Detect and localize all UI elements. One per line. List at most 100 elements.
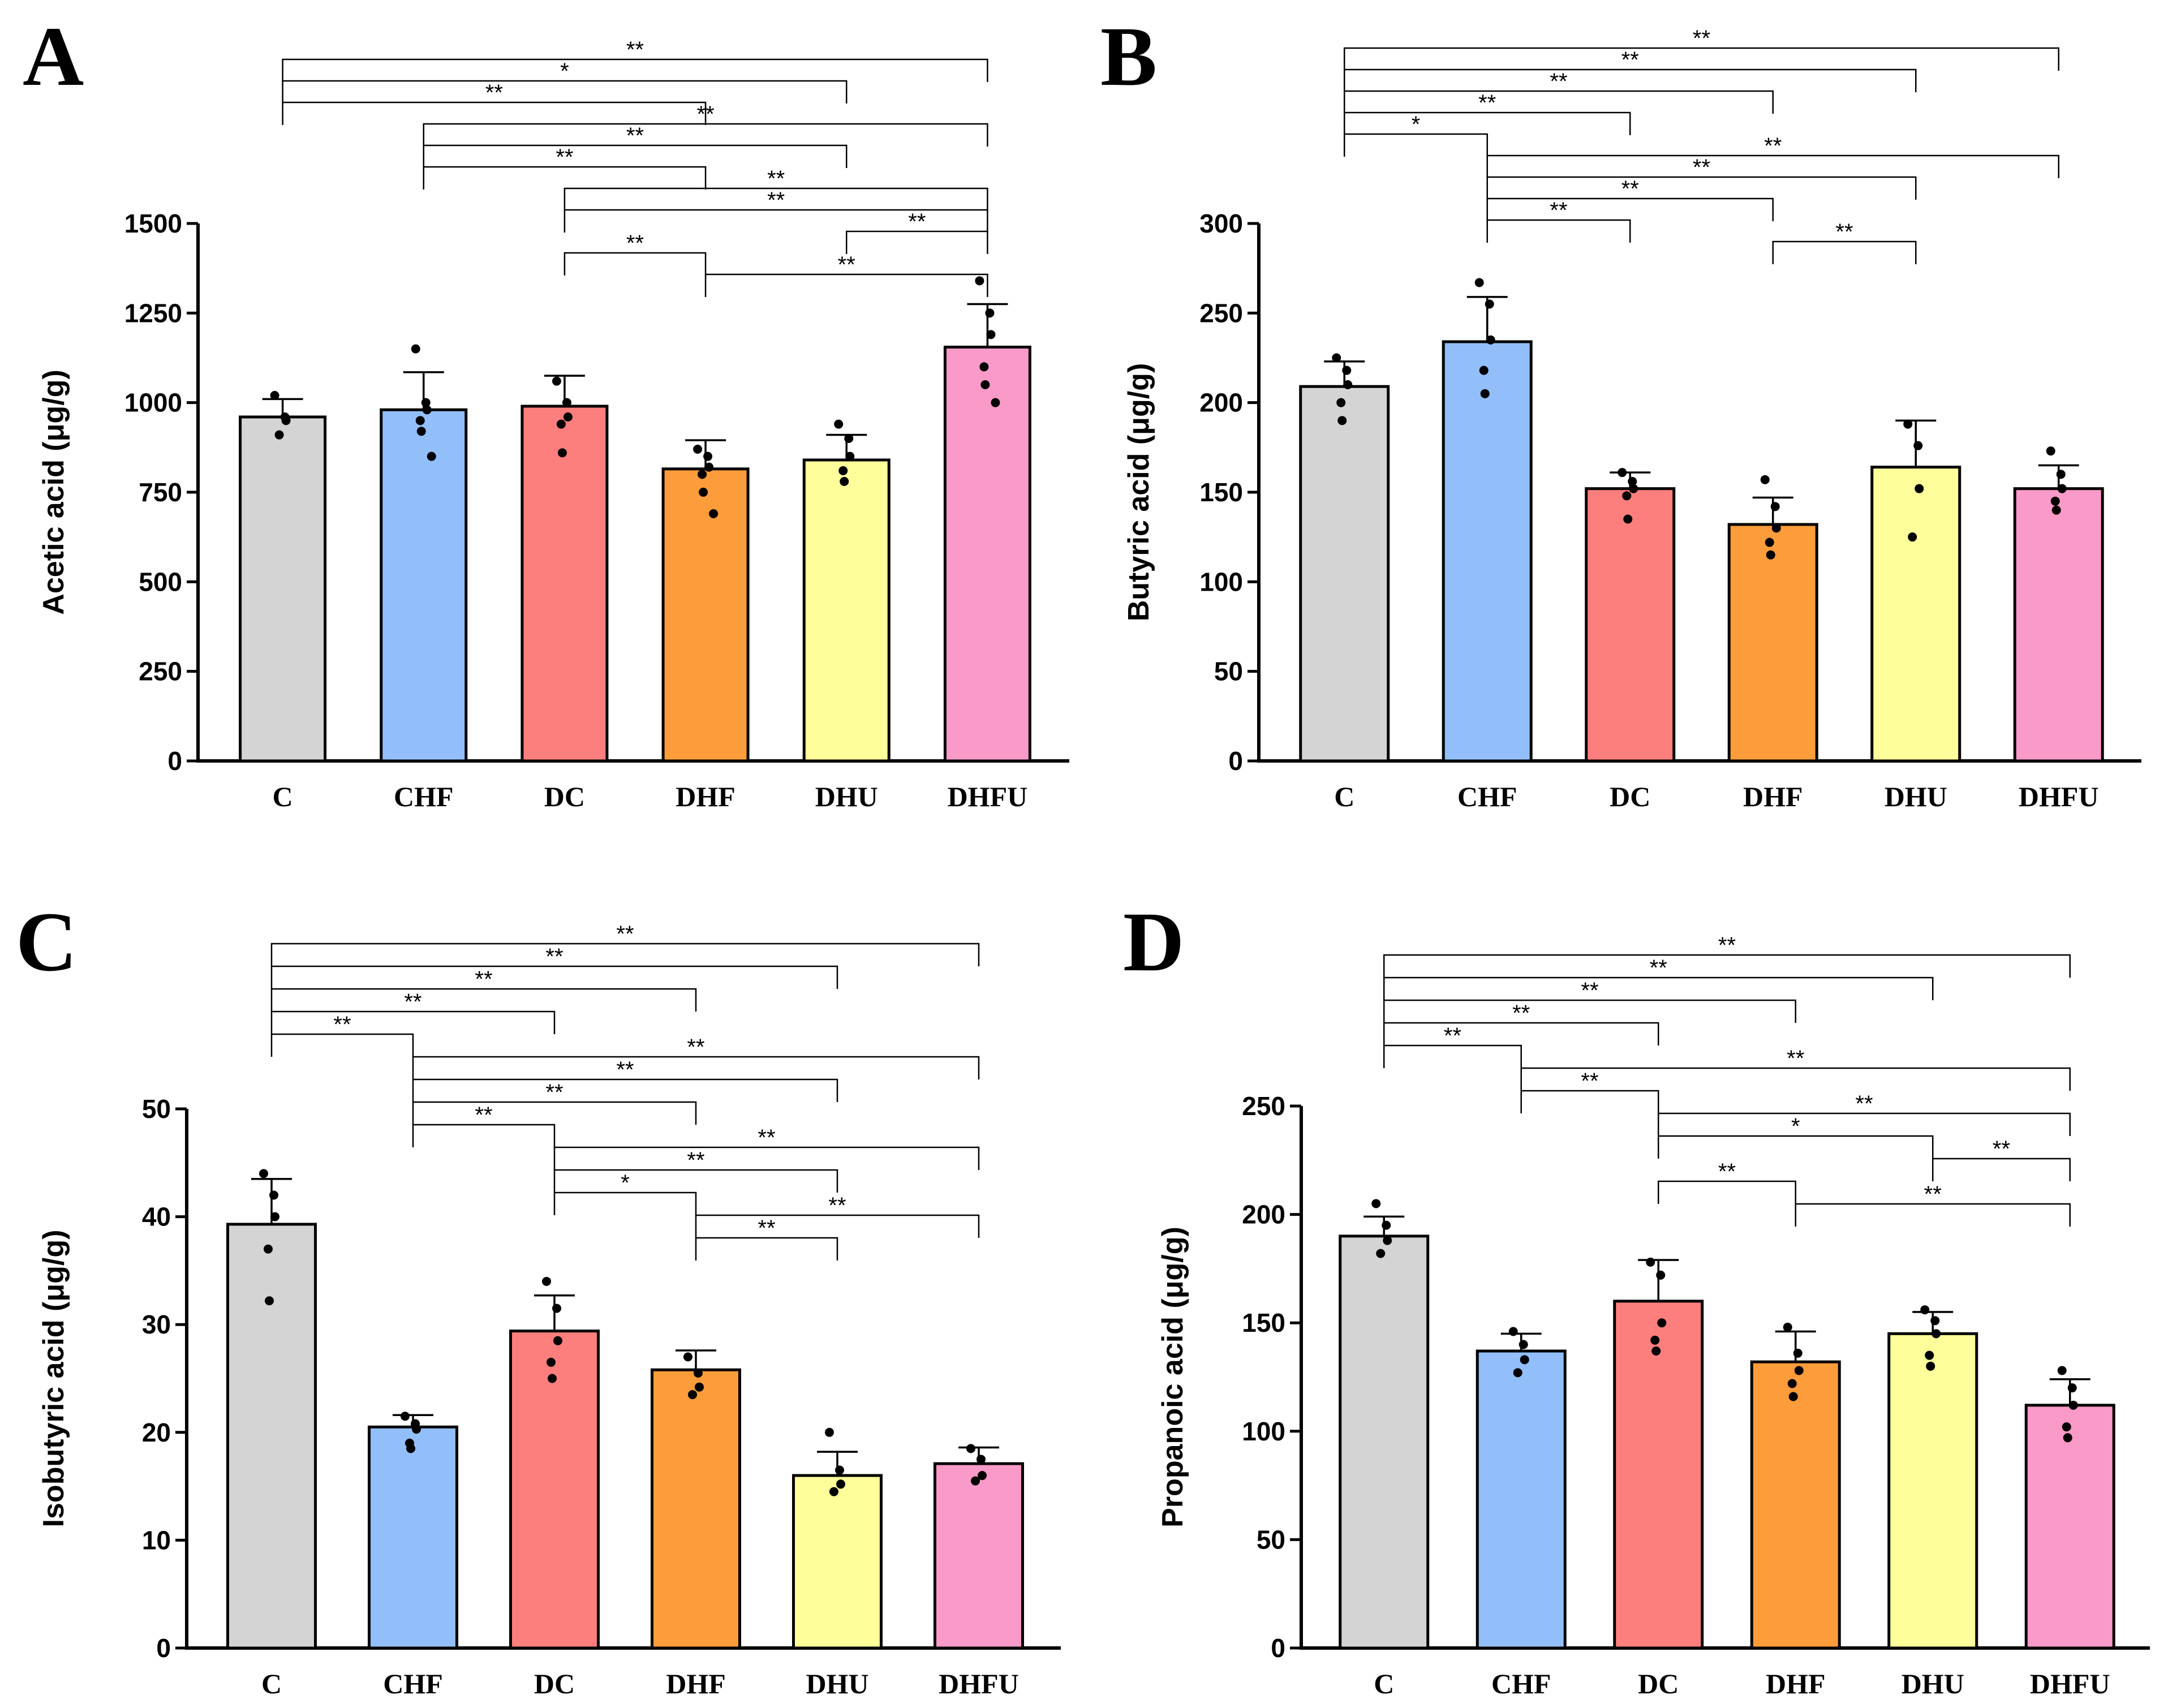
significance-label: ** [545,1080,563,1105]
bar-c [239,415,327,763]
significance-label: * [1791,1114,1800,1139]
significance-label: ** [908,209,926,234]
data-point [1513,1368,1522,1378]
data-point [259,1169,268,1178]
data-point [1486,335,1495,345]
y-tick-label: 30 [142,1310,171,1339]
significance-bracket [695,1214,980,1238]
significance-bracket [553,1191,697,1215]
data-point [422,405,432,415]
data-point [265,1296,274,1306]
y-axis-title: Isobutyric acid (μg/g) [37,1230,70,1528]
data-point [699,488,708,497]
significance-bracket [270,943,980,966]
data-point [406,1444,415,1453]
significance-bracket [282,101,707,125]
significance-bracket [1486,154,2059,178]
data-point [1646,1257,1655,1267]
data-point [2063,1433,2072,1443]
data-point [825,1427,834,1437]
y-tick-label: 200 [1242,1200,1285,1229]
bar-c [226,1223,317,1650]
category-label-c: C [261,1668,282,1700]
data-point [1650,1335,1660,1345]
data-point [1382,1220,1391,1230]
panel-letter: B [1100,10,1157,104]
data-point [1383,1236,1392,1245]
data-point [1765,537,1774,547]
y-tick-label: 0 [156,1633,171,1663]
data-point [1336,398,1346,407]
data-point [1915,484,1924,493]
significance-label: * [621,1171,630,1195]
bar-dhfu [2024,1404,2115,1650]
significance-bracket [1658,1112,2071,1136]
significance-label: ** [1550,69,1567,94]
significance-bracket [563,252,707,276]
bar-dc [1613,1300,1704,1650]
significance-bracket [423,123,988,147]
category-label-dhfu: DHFU [2030,1668,2110,1700]
data-point [563,412,573,421]
significance-bracket [1772,240,1917,264]
data-point [836,1479,845,1489]
data-point [2046,446,2055,456]
significance-bracket [1520,1090,1659,1113]
significance-label: ** [1512,1001,1530,1026]
bar-chf [1475,1349,1567,1650]
significance-bracket [270,1010,556,1034]
data-point [835,1465,844,1475]
bar-dhu [1870,466,1961,763]
significance-label: ** [545,944,563,969]
y-tick-label: 0 [1271,1633,1285,1663]
category-label-dc: DC [1638,1668,1679,1700]
y-tick-label: 50 [1214,657,1243,686]
data-point [975,276,984,286]
significance-label: ** [687,1035,704,1060]
data-point [688,1390,697,1400]
data-point [1925,1350,1934,1360]
category-label-dhu: DHU [1885,781,1947,812]
data-point [704,462,714,472]
significance-label: ** [1550,198,1567,223]
data-point [1793,1348,1803,1358]
data-point [1628,477,1637,486]
data-point [1479,365,1489,375]
significance-bracket [412,1056,980,1079]
data-point [421,398,431,407]
significance-label: ** [475,1103,492,1128]
data-point [1920,1305,1930,1315]
significance-bracket [1486,197,1774,221]
category-label-chf: CHF [1457,781,1517,812]
data-point [552,1303,561,1313]
data-point [1770,502,1780,511]
bar-dhu [1887,1332,1978,1650]
significance-label: ** [1835,220,1853,244]
y-tick-label: 300 [1199,209,1243,238]
data-point [269,1190,278,1200]
data-point [1376,1249,1386,1258]
significance-bracket [704,273,988,297]
significance-label: ** [1764,134,1782,158]
category-label-chf: CHF [1491,1668,1551,1700]
bar-chf [1442,340,1533,763]
significance-bracket [1795,1203,2071,1227]
significance-label: ** [1444,1023,1461,1048]
significance-bracket [1383,999,1796,1023]
significance-label: ** [556,145,573,170]
category-label-dhu: DHU [1902,1668,1964,1700]
data-point [834,419,844,429]
data-point [1760,475,1770,484]
y-tick-label: 1250 [124,298,182,328]
significance-bracket [1344,111,1631,135]
data-point [1337,416,1347,425]
significance-label: ** [1693,155,1710,180]
significance-label: ** [838,252,855,277]
significance-bracket [1932,1158,2071,1181]
data-point [427,451,436,461]
data-point [1783,1322,1792,1332]
bar-dhfu [2013,487,2104,763]
y-tick-label: 0 [1228,746,1243,776]
data-point [976,1455,986,1464]
data-point [1343,380,1353,389]
